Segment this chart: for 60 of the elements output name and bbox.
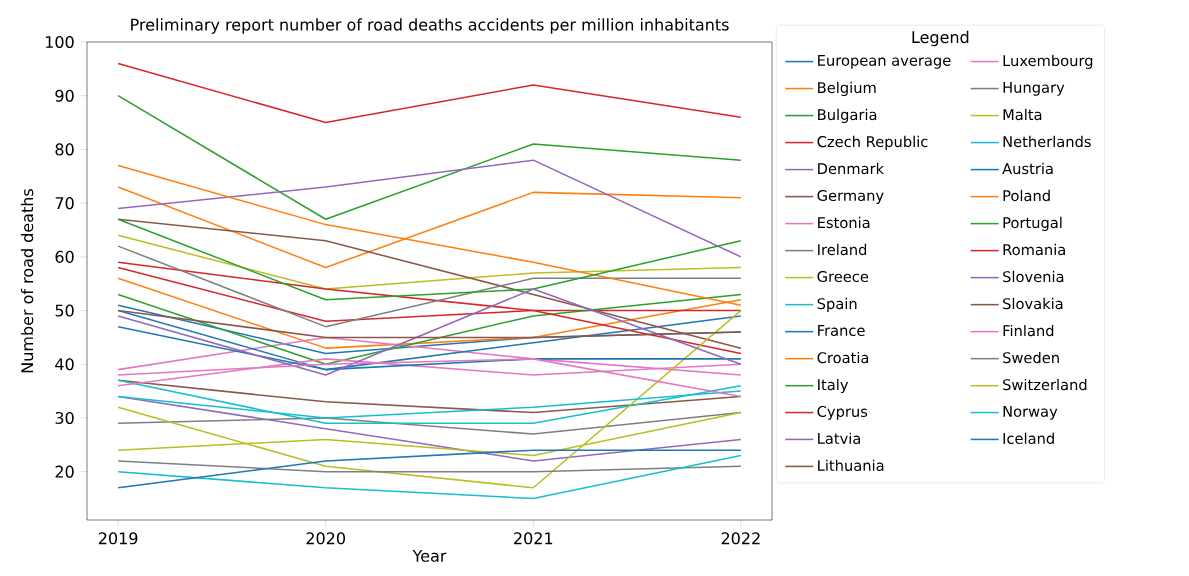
legend-label: Netherlands bbox=[1003, 135, 1091, 148]
line-series bbox=[117, 454, 742, 500]
legend-label: Spain bbox=[817, 297, 857, 313]
x-tick-label: 2022 bbox=[721, 532, 760, 545]
legend-label: Norway bbox=[1003, 406, 1058, 420]
legend-label: Poland bbox=[1003, 189, 1050, 202]
legend-label: Denmark bbox=[818, 162, 885, 175]
y-axis-title: Number of road deaths bbox=[20, 189, 34, 373]
y-tick-label: 20 bbox=[55, 465, 74, 478]
y-tick-label: 30 bbox=[55, 411, 74, 425]
legend-label: Croatia bbox=[817, 351, 869, 364]
legend-title: Legend bbox=[912, 30, 969, 47]
legend-label: Austria bbox=[1002, 162, 1053, 175]
line-series bbox=[117, 62, 742, 124]
x-tick-label: 2019 bbox=[98, 532, 138, 545]
legend-label: Hungary bbox=[1003, 82, 1065, 96]
y-tick-label: 40 bbox=[55, 358, 74, 371]
line-series bbox=[117, 218, 742, 301]
legend-label: Iceland bbox=[1003, 432, 1054, 445]
line-series bbox=[117, 261, 742, 355]
line-series bbox=[117, 94, 742, 221]
legend-label: Greece bbox=[817, 271, 869, 283]
legend-label: Czech Republic bbox=[817, 135, 928, 151]
legend-label: Portugal bbox=[1003, 216, 1062, 232]
legend-label: Malta bbox=[1003, 108, 1042, 121]
x-axis-title: Year bbox=[412, 549, 447, 562]
legend-label: Slovakia bbox=[1003, 297, 1063, 310]
line-series bbox=[117, 309, 742, 489]
x-tick-label: 2020 bbox=[306, 532, 345, 545]
legend-label: Finland bbox=[1003, 324, 1054, 337]
legend-label: Germany bbox=[817, 189, 884, 204]
legend-label: Luxembourg bbox=[1003, 54, 1093, 69]
legend-label: Romania bbox=[1003, 243, 1065, 256]
legend-label: Switzerland bbox=[1003, 378, 1087, 391]
y-tick-label: 80 bbox=[55, 143, 74, 156]
line-series bbox=[117, 159, 742, 258]
y-tick-label: 60 bbox=[55, 250, 74, 263]
legend-label: Latvia bbox=[818, 432, 861, 445]
legend-label: Cyprus bbox=[817, 405, 868, 420]
line-series bbox=[117, 234, 742, 290]
legend-label: Bulgaria bbox=[818, 108, 877, 123]
legend-label: Belgium bbox=[818, 81, 876, 96]
chart-title: Preliminary report number of road deaths accidents per million inhabitants bbox=[131, 18, 729, 34]
x-tick-label: 2021 bbox=[514, 532, 553, 545]
legend-label: Estonia bbox=[818, 216, 870, 229]
y-tick-label: 70 bbox=[55, 197, 74, 210]
line-series bbox=[117, 288, 742, 376]
y-tick-label: 90 bbox=[55, 89, 74, 102]
legend-label: France bbox=[818, 325, 865, 336]
legend-label: European average bbox=[818, 55, 951, 69]
legend-label: Ireland bbox=[818, 243, 867, 256]
line-series bbox=[117, 309, 742, 371]
y-tick-label: 50 bbox=[55, 304, 74, 317]
legend-label: Italy bbox=[818, 378, 849, 394]
legend-label: Sweden bbox=[1003, 351, 1059, 364]
y-tick-label: 100 bbox=[45, 35, 74, 49]
legend-label: Slovenia bbox=[1003, 270, 1064, 283]
line-series bbox=[117, 218, 742, 349]
line-series bbox=[117, 395, 742, 462]
legend-label: Lithuania bbox=[818, 459, 884, 472]
